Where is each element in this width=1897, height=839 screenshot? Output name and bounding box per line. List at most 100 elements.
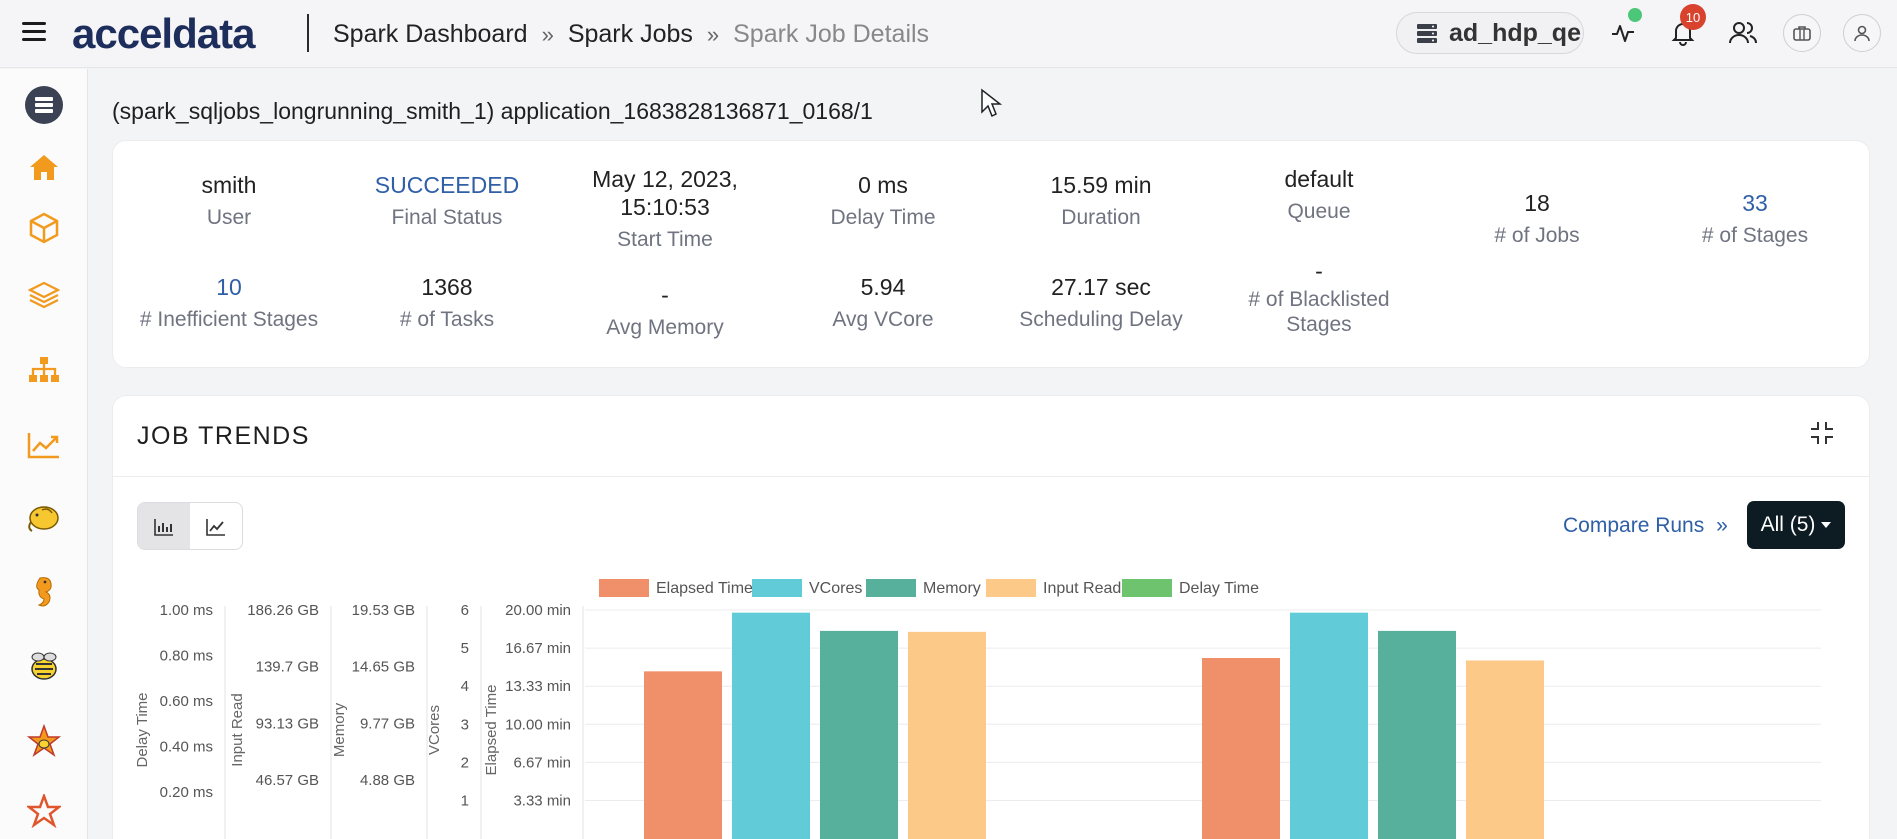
axis-title: Input Read <box>229 693 246 766</box>
page-title: (spark_sqljobs_longrunning_smith_1) appl… <box>112 98 873 124</box>
job-trends-chart: Elapsed Time VCores Memory Input Read Delay … <box>113 566 1871 839</box>
axis-tick-label: 4.88 GB <box>360 772 415 789</box>
stat-scheduling-delay: 27.17 sec Scheduling Delay <box>992 273 1210 332</box>
database-icon <box>25 86 63 124</box>
cluster-name: ad_hdp_qe <box>1449 18 1581 47</box>
sidebar-item-hadoop[interactable] <box>24 499 64 539</box>
stat-label-line1: # of Blacklisted <box>1248 288 1390 311</box>
axis-tick-label: 0.40 ms <box>160 739 213 756</box>
line-chart-toggle[interactable] <box>190 503 242 549</box>
stat-label: # of Jobs <box>1494 224 1580 247</box>
breadcrumb-spark-jobs[interactable]: Spark Jobs <box>567 20 693 48</box>
stat-label: Queue <box>1287 200 1351 223</box>
stat-queue: default Queue <box>1210 165 1428 224</box>
stat-inefficient-stages[interactable]: 10 # Inefficient Stages <box>120 273 338 332</box>
stages-link[interactable]: 33 <box>1742 190 1768 216</box>
axis-tick-label: 6 <box>461 602 469 619</box>
job-trends-card: JOB TRENDS Compare Runs » All (5) Elapse… <box>112 395 1870 839</box>
compare-runs-link[interactable]: Compare Runs » <box>1563 514 1728 538</box>
sidebar-item-clusters[interactable] <box>24 85 64 125</box>
sidebar-item-trends[interactable] <box>24 425 64 465</box>
chart-bar <box>644 671 722 839</box>
breadcrumb-spark-dashboard[interactable]: Spark Dashboard <box>333 20 528 48</box>
stat-value: 27.17 sec <box>1051 274 1151 300</box>
axis-title: Delay Time <box>134 692 151 767</box>
chart-type-toggle <box>137 502 243 550</box>
brand-logo[interactable]: acceldata <box>72 10 255 57</box>
cluster-selector[interactable]: ad_hdp_qe <box>1396 12 1584 54</box>
spark-star-icon <box>27 724 61 757</box>
status-dot <box>1628 8 1642 22</box>
stat-label: # of Stages <box>1701 224 1809 247</box>
stat-value-line2: 15:10:53 <box>620 194 710 220</box>
line-chart-icon <box>206 519 225 536</box>
legend-swatch <box>866 579 916 597</box>
sidebar <box>0 69 88 839</box>
caret-down-icon <box>1821 522 1832 528</box>
stat-value: 0 ms <box>858 172 908 198</box>
axis-tick-label: 139.7 GB <box>256 659 319 676</box>
collapse-icon[interactable] <box>1809 420 1835 446</box>
chart-bar <box>1290 612 1368 839</box>
bar-chart-toggle[interactable] <box>138 503 190 549</box>
axis-title: Elapsed Time <box>483 685 500 776</box>
trend-chart-svg: Elapsed Time VCores Memory Input Read Delay … <box>134 579 1821 839</box>
runs-filter-dropdown[interactable]: All (5) <box>1747 501 1845 549</box>
axis-tick-label: 13.33 min <box>505 678 571 695</box>
legend-swatch <box>986 579 1036 597</box>
stat-start-time: May 12, 2023, 15:10:53 Start Time <box>556 165 774 252</box>
sidebar-item-hierarchy[interactable] <box>24 350 64 390</box>
axis-tick-label: 3 <box>461 716 469 733</box>
compare-runs-label: Compare Runs <box>1563 514 1705 537</box>
spark-icon <box>27 794 61 828</box>
stat-value: 18 <box>1524 190 1550 216</box>
breadcrumb: Spark Dashboard » Spark Jobs » Spark Job… <box>333 20 929 49</box>
stat-stages[interactable]: 33 # of Stages <box>1646 189 1864 248</box>
stat-delay-time: 0 ms Delay Time <box>774 171 992 230</box>
stat-value: 5.94 <box>860 274 906 300</box>
axis-tick-label: 20.00 min <box>505 602 571 619</box>
axis-tick-label: 6.67 min <box>513 754 571 771</box>
activity-icon[interactable] <box>1604 14 1642 52</box>
chart-bar <box>1202 658 1280 839</box>
stat-label: # Inefficient Stages <box>139 308 319 331</box>
stat-label: Scheduling Delay <box>1019 308 1183 331</box>
axis-tick-label: 10.00 min <box>505 716 571 733</box>
stat-avg-memory: - Avg Memory <box>556 281 774 340</box>
sidebar-item-kafka[interactable] <box>24 572 64 612</box>
sidebar-item-packages[interactable] <box>24 208 64 248</box>
chart-bar <box>1378 630 1456 839</box>
runs-filter-label: All (5) <box>1760 513 1816 536</box>
chart-bar <box>1466 660 1544 839</box>
bar-chart-icon <box>154 519 173 536</box>
users-icon[interactable] <box>1724 14 1762 52</box>
inefficient-stages-link[interactable]: 10 <box>216 274 242 300</box>
breadcrumb-separator: » <box>706 21 720 47</box>
stat-value: 15.59 min <box>1050 172 1152 198</box>
mouse-cursor-icon <box>981 88 1002 118</box>
sidebar-item-spark-hive[interactable] <box>24 721 64 761</box>
stat-value: - <box>661 282 669 308</box>
breadcrumb-separator: » <box>541 21 554 47</box>
user-profile-icon[interactable] <box>1843 14 1881 52</box>
job-summary-card: smith User SUCCEEDED Final Status May 12… <box>112 140 1870 368</box>
server-icon <box>1417 24 1437 43</box>
legend-swatch <box>752 579 802 597</box>
stat-label-line2: Stages <box>1286 313 1352 336</box>
chart-bar <box>908 631 986 839</box>
hive-bee-icon <box>31 652 57 680</box>
stat-label: Final Status <box>391 206 503 229</box>
stat-jobs: 18 # of Jobs <box>1428 189 1646 248</box>
axis-tick-label: 3.33 min <box>513 793 571 810</box>
stat-label: Start Time <box>617 228 713 251</box>
stat-duration: 15.59 min Duration <box>992 171 1210 230</box>
sidebar-item-hive[interactable] <box>24 647 64 687</box>
sidebar-item-home[interactable] <box>24 147 64 187</box>
axis-tick-label: 14.65 GB <box>352 659 415 676</box>
stat-value: - <box>1315 258 1323 284</box>
briefcase-icon[interactable] <box>1783 14 1821 52</box>
sidebar-item-spark[interactable] <box>24 791 64 831</box>
menu-icon[interactable] <box>22 22 46 42</box>
sidebar-item-layers[interactable] <box>24 275 64 315</box>
stat-user: smith User <box>120 171 338 230</box>
